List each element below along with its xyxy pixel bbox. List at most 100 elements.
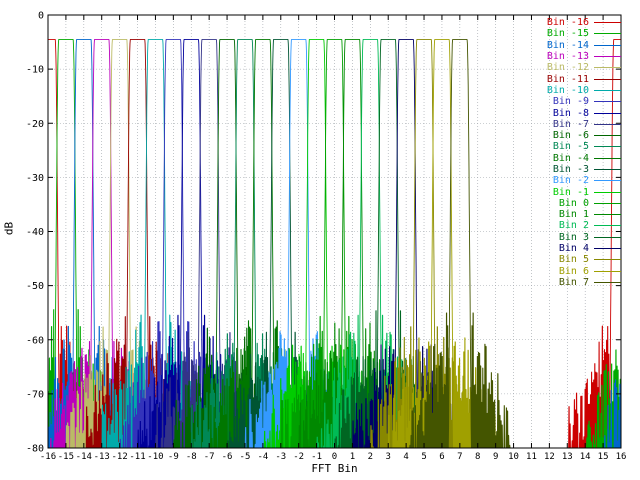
legend-label: Bin -5 [552, 141, 589, 153]
legend: Bin -16 Bin -15 Bin -14 Bin -13 Bin -12 Bin -… [547, 17, 621, 288]
x-tick-label: -4 [257, 452, 268, 462]
legend-item: Bin 3 [559, 232, 621, 243]
legend-line-sample [594, 33, 621, 35]
legend-line-sample [594, 135, 621, 137]
legend-line-sample [594, 89, 621, 91]
x-tick-label: 10 [508, 452, 519, 462]
x-tick-label: 6 [439, 452, 444, 462]
legend-line-sample [594, 67, 621, 69]
legend-line-sample [594, 56, 621, 58]
x-tick-label: 9 [493, 452, 498, 462]
legend-item: Bin -15 [547, 28, 621, 39]
series-bin--15 [585, 349, 622, 449]
x-axis-title: FFT Bin [311, 462, 358, 475]
x-tick-label: -7 [204, 452, 215, 462]
legend-label: Bin -11 [546, 73, 589, 85]
x-tick-label: -2 [293, 452, 304, 462]
legend-label: Bin 2 [558, 220, 589, 232]
legend-line-sample [594, 225, 621, 227]
legend-line-sample [594, 169, 621, 170]
y-tick-label: -70 [26, 389, 44, 400]
x-tick-label: 16 [616, 452, 627, 462]
legend-line-sample [594, 22, 621, 24]
legend-item: Bin 6 [559, 266, 621, 277]
legend-label: Bin -4 [552, 152, 589, 164]
legend-item: Bin 7 [559, 277, 621, 288]
legend-item: Bin -3 [553, 164, 621, 175]
x-tick-label: -12 [111, 452, 127, 462]
legend-label: Bin -7 [552, 118, 589, 130]
legend-line-sample [594, 248, 621, 250]
x-tick-label: -14 [76, 452, 92, 462]
legend-line-sample [594, 191, 621, 193]
legend-label: Bin 5 [558, 254, 589, 266]
x-tick-label: -11 [129, 452, 145, 462]
legend-label: Bin 0 [558, 197, 589, 209]
y-tick-label: -40 [26, 227, 44, 238]
y-tick-label: -80 [26, 444, 44, 455]
x-tick-label: 1 [350, 452, 355, 462]
y-tick-label: -20 [26, 119, 44, 130]
series-bin--16 [567, 38, 621, 449]
legend-label: Bin -13 [546, 51, 589, 63]
legend-item: Bin 4 [559, 243, 621, 254]
legend-item: Bin -12 [547, 62, 621, 73]
legend-item: Bin -2 [553, 175, 621, 186]
legend-label: Bin -6 [552, 130, 589, 142]
legend-item: Bin 1 [559, 209, 621, 220]
x-tick-label: 13 [562, 452, 573, 462]
legend-line-sample [594, 157, 621, 159]
y-tick-label: 0 [38, 11, 44, 22]
legend-label: Bin -14 [546, 39, 589, 51]
legend-label: Bin 7 [558, 276, 589, 288]
legend-label: Bin -12 [546, 62, 589, 74]
x-tick-label: -15 [58, 452, 74, 462]
legend-item: Bin -8 [552, 107, 621, 119]
series-bin-7 [406, 38, 514, 449]
x-tick-label: 4 [403, 452, 408, 462]
legend-item: Bin 2 [559, 220, 621, 231]
legend-line-sample [594, 78, 621, 80]
series-bin-1 [298, 38, 407, 449]
legend-line-sample [594, 202, 621, 204]
x-tick-label: 5 [421, 452, 426, 462]
legend-label: Bin -1 [552, 186, 589, 198]
legend-item: Bin -16 [547, 17, 621, 28]
legend-item: Bin -6 [553, 130, 621, 141]
legend-label: Bin 6 [558, 265, 589, 277]
legend-line-sample [594, 259, 621, 261]
legend-line-sample [594, 236, 621, 238]
x-tick-label: -9 [168, 452, 179, 462]
x-tick-label: -16 [40, 452, 56, 462]
y-axis-title: dB [2, 221, 16, 236]
x-tick-label: 8 [475, 452, 480, 462]
legend-label: Bin -8 [552, 107, 589, 119]
legend-item: Bin -1 [552, 186, 621, 198]
legend-line-sample [594, 214, 621, 216]
legend-label: Bin -2 [552, 175, 589, 187]
legend-label: Bin -16 [546, 17, 589, 29]
legend-item: Bin -11 [546, 73, 621, 85]
legend-line-sample [594, 281, 621, 283]
legend-item: Bin -9 [553, 96, 621, 107]
legend-label: Bin -9 [552, 96, 589, 108]
legend-item: Bin -5 [553, 141, 621, 152]
x-tick-label: -10 [147, 452, 163, 462]
x-tick-label: -1 [311, 452, 322, 462]
legend-line-sample [594, 146, 621, 148]
legend-label: Bin -3 [552, 164, 589, 175]
y-tick-label: -10 [26, 65, 44, 76]
x-tick-label: 0 [332, 452, 337, 462]
legend-line-sample [594, 123, 621, 125]
legend-line-sample [594, 270, 621, 272]
y-tick-label: -50 [26, 281, 44, 292]
x-tick-label: 12 [544, 452, 555, 462]
legend-label: Bin 1 [558, 209, 589, 221]
y-tick-label: -60 [26, 335, 44, 346]
y-tick-label: -30 [26, 173, 44, 184]
x-tick-label: -6 [222, 452, 233, 462]
x-tick-label: -13 [94, 452, 110, 462]
x-tick-label: 7 [457, 452, 462, 462]
